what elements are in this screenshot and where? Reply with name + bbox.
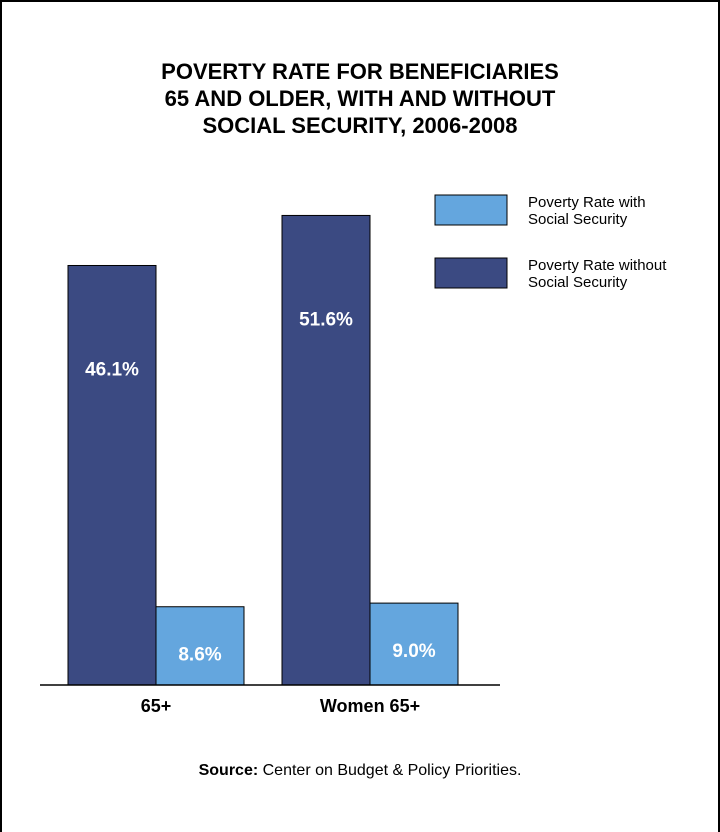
chart-title: POVERTY RATE FOR BENEFICIARIES 65 AND OL…	[0, 58, 720, 139]
bar-without-2	[281, 214, 371, 686]
chart-title-line-3: SOCIAL SECURITY, 2006-2008	[202, 113, 518, 138]
source-text: Center on Budget & Policy Priorities.	[258, 762, 522, 779]
bar-with-1	[155, 606, 245, 686]
chart-title-line-1: POVERTY RATE FOR BENEFICIARIES	[161, 59, 559, 84]
bar-without-1	[67, 264, 157, 686]
bar-with-2	[369, 602, 459, 686]
category-label-1: 65+	[141, 696, 172, 716]
data-label-with-2: 9.0%	[392, 641, 435, 662]
legend-label-2-line-2: Social Security	[528, 274, 628, 291]
legend-swatch-2	[434, 257, 508, 289]
source-note: Source: Center on Budget & Policy Priori…	[0, 762, 720, 780]
legend-swatch-1	[434, 194, 508, 226]
category-label-2: Women 65+	[320, 696, 420, 716]
chart-title-line-2: 65 AND OLDER, WITH AND WITHOUT	[164, 86, 556, 111]
legend-label-1-line-2: Social Security	[528, 211, 628, 228]
data-label-without-2: 51.6%	[299, 309, 353, 330]
legend-label-1-line-1: Poverty Rate with	[528, 194, 646, 211]
data-label-without-1: 46.1%	[85, 359, 139, 380]
source-label: Source:	[198, 762, 259, 779]
data-label-with-1: 8.6%	[178, 645, 221, 666]
legend-label-2-line-1: Poverty Rate without	[528, 257, 667, 274]
